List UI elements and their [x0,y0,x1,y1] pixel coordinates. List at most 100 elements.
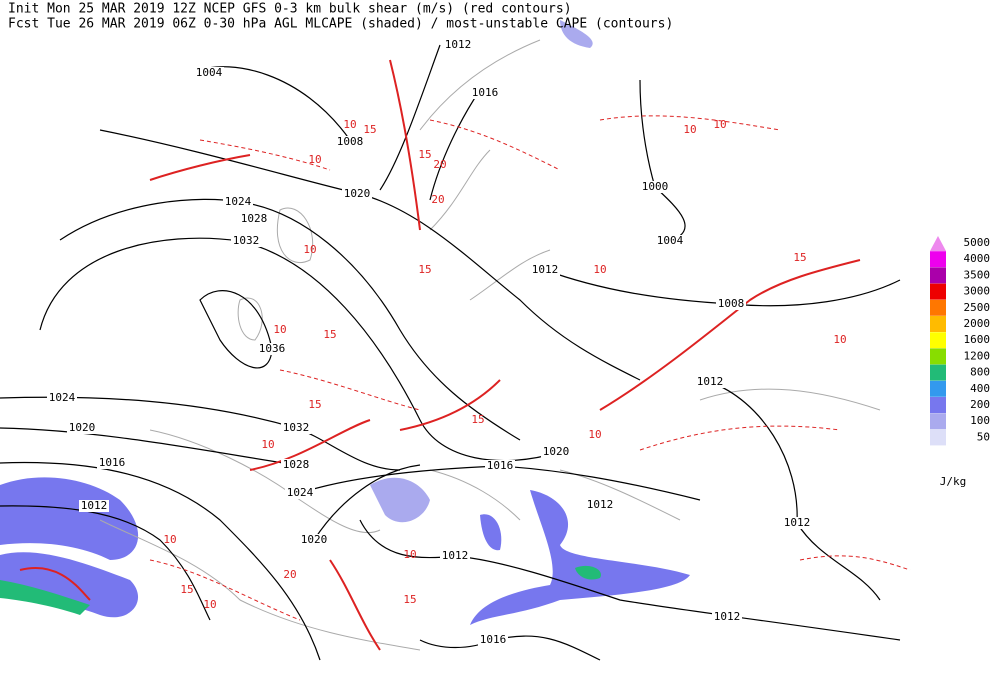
label-bg [541,446,571,458]
shear-label: 15 [403,593,416,606]
legend-swatch [930,380,946,397]
shear-contours [19,59,911,651]
legend-swatch [930,283,946,300]
label-bg [285,487,315,499]
legend-label: 50 [977,430,990,443]
isobar-label: 1004 [196,66,223,79]
label-bg [716,298,746,310]
label-bg [342,188,372,200]
label-bg [281,422,311,434]
shear-label: 10 [203,598,216,611]
isobar-label: 1012 [532,263,559,276]
label-bg [712,611,742,623]
shear-label: 10 [588,428,601,441]
shear-label: 20 [283,568,296,581]
isobar-label: 1016 [99,456,126,469]
shear-label: 15 [418,148,431,161]
legend-label: 3500 [964,268,991,281]
label-bg [194,67,224,79]
isobar-label: 1032 [283,421,310,434]
shear-label: 20 [431,193,444,206]
label-bg [478,634,508,646]
isobar-label: 1020 [344,187,371,200]
isobar-label: 1016 [487,459,514,472]
legend-label: 2000 [964,317,991,330]
legend-label: 2500 [964,301,991,314]
label-bg [470,87,500,99]
shear-label: 10 [261,438,274,451]
isobar-label: 1004 [657,234,684,247]
label-bg [443,39,473,51]
label-bg [585,499,615,511]
shear-label: 10 [308,153,321,166]
isobar-label: 1016 [472,86,499,99]
legend-unit: J/kg [940,475,967,488]
legend-label: 3000 [964,285,991,298]
legend-swatch [930,316,946,332]
shear-label: 10 [273,323,286,336]
label-bg [67,422,97,434]
isobar-label: 1012 [587,498,614,511]
isobar-label: 1000 [642,180,669,193]
isobar-label: 1020 [543,445,570,458]
isobar-label: 1012 [714,610,741,623]
legend-swatch [930,348,946,365]
shear-label: 15 [793,251,806,264]
isobar-label: 1012 [81,499,108,512]
legend-swatch [930,332,946,349]
legend-label: 1600 [964,333,991,346]
label-bg [79,500,109,512]
isobar-label: 1012 [697,375,724,388]
label-bg [223,196,253,208]
shear-label: 15 [363,123,376,136]
label-bg [440,550,470,562]
label-bg [299,534,329,546]
shear-label: 10 [343,118,356,131]
label-bg [257,343,287,355]
legend-label: 800 [970,366,990,379]
label-bg [335,136,365,148]
isobar-label: 1024 [287,486,314,499]
legend-swatch [930,299,946,316]
legend-label: 4000 [964,252,991,265]
label-bg [640,181,670,193]
isobar-label: 1024 [49,391,76,404]
label-bg [782,517,812,529]
shear-label: 15 [418,263,431,276]
label-bg [97,457,127,469]
isobar-label: 1016 [480,633,507,646]
shear-label: 10 [303,243,316,256]
shear-label: 10 [833,333,846,346]
legend-swatch [930,397,946,413]
shear-label: 10 [163,533,176,546]
shear-label: 10 [713,118,726,131]
isobar-label: 1020 [69,421,96,434]
legend-swatch [930,413,946,430]
shear-label: 15 [180,583,193,596]
isobar-label: 1024 [225,195,252,208]
label-bg [485,460,515,472]
label-bg [530,264,560,276]
isobars [0,44,901,661]
isobar-label: 1036 [259,342,286,355]
header-line: Init Mon 25 MAR 2019 12Z NCEP GFS 0-3 km… [8,2,572,17]
shear-label: 10 [593,263,606,276]
coastlines [99,39,881,651]
shear-label: 10 [683,123,696,136]
header-line: Fcst Tue 26 MAR 2019 06Z 0-30 hPa AGL ML… [8,17,673,32]
isobar-label: 1028 [283,458,310,471]
label-bg [655,235,685,247]
legend-swatch [930,429,946,446]
label-bg [239,213,269,225]
label-bg [695,376,725,388]
legend-swatch [930,251,946,268]
legend-swatch [930,364,946,381]
label-bg [281,459,311,471]
isobar-label: 1012 [445,38,472,51]
legend-label: 5000 [964,236,991,249]
label-bg [47,392,77,404]
shear-label: 15 [308,398,321,411]
isobar-label: 1032 [233,234,260,247]
isobar-label: 1012 [784,516,811,529]
